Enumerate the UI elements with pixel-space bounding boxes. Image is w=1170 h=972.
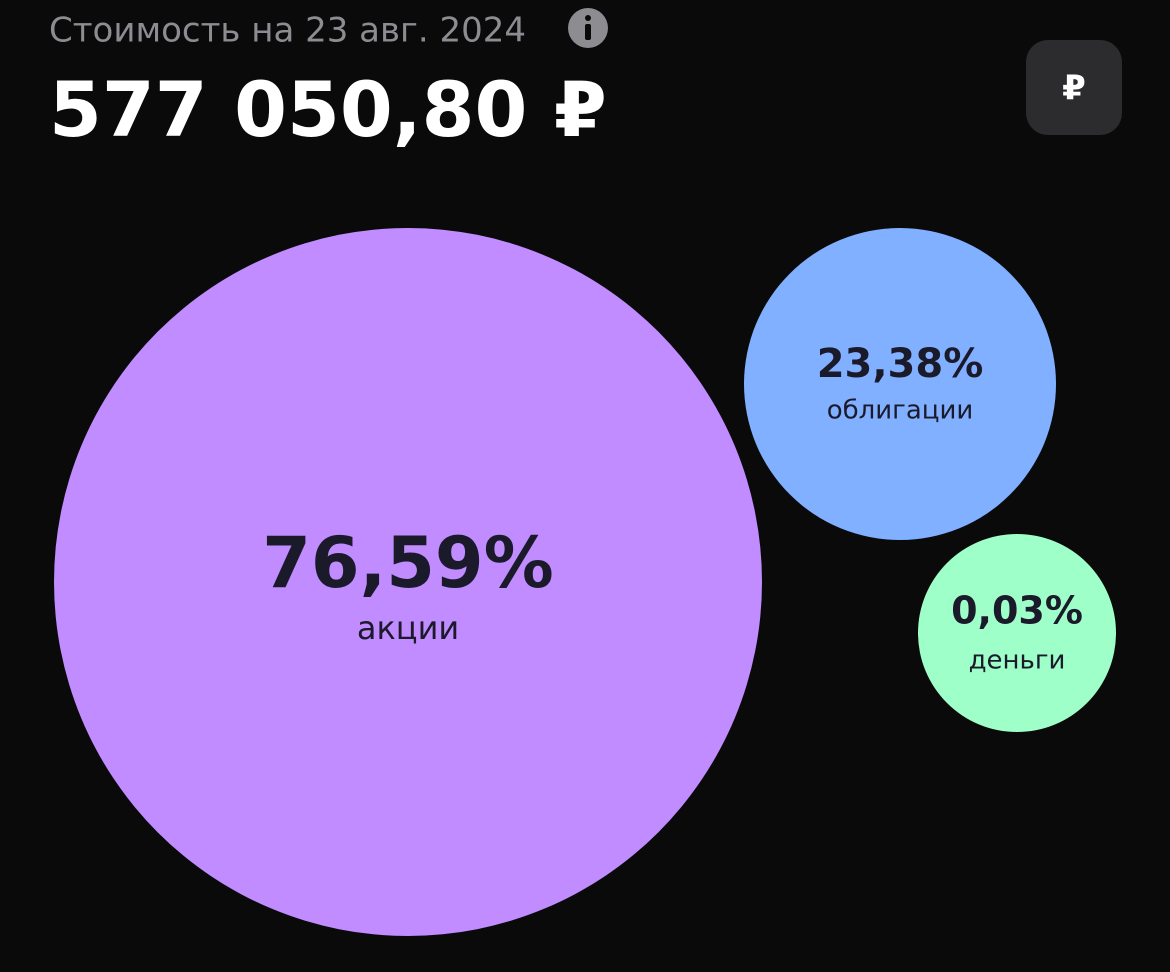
bubble-share: 0,03% <box>951 589 1083 633</box>
bubble-name: акции <box>357 609 459 647</box>
bubble[interactable]: 76,59% акции <box>54 228 762 936</box>
bubble-circle[interactable] <box>744 228 1056 540</box>
bubble-name: деньги <box>969 646 1066 676</box>
bubble-share: 23,38% <box>817 341 984 387</box>
subtitle: Стоимость на 23 авг. 2024 <box>49 11 526 51</box>
info-icon-dot <box>585 15 591 21</box>
info-icon-bar <box>585 24 591 40</box>
bubble[interactable]: 0,03% деньги <box>918 534 1116 732</box>
bubble-name: облигации <box>827 396 974 426</box>
bubble-circle[interactable] <box>918 534 1116 732</box>
currency-button[interactable]: ₽ <box>1026 40 1122 135</box>
bubble[interactable]: 23,38% облигации <box>744 228 1056 540</box>
currency-button-bg[interactable] <box>1026 40 1122 135</box>
total-value: 577 050,80 ₽ <box>49 65 607 154</box>
currency-button-label[interactable]: ₽ <box>1062 69 1086 109</box>
bubble-share: 76,59% <box>262 522 554 604</box>
bubble-circle[interactable] <box>54 228 762 936</box>
info-icon[interactable] <box>568 8 608 48</box>
